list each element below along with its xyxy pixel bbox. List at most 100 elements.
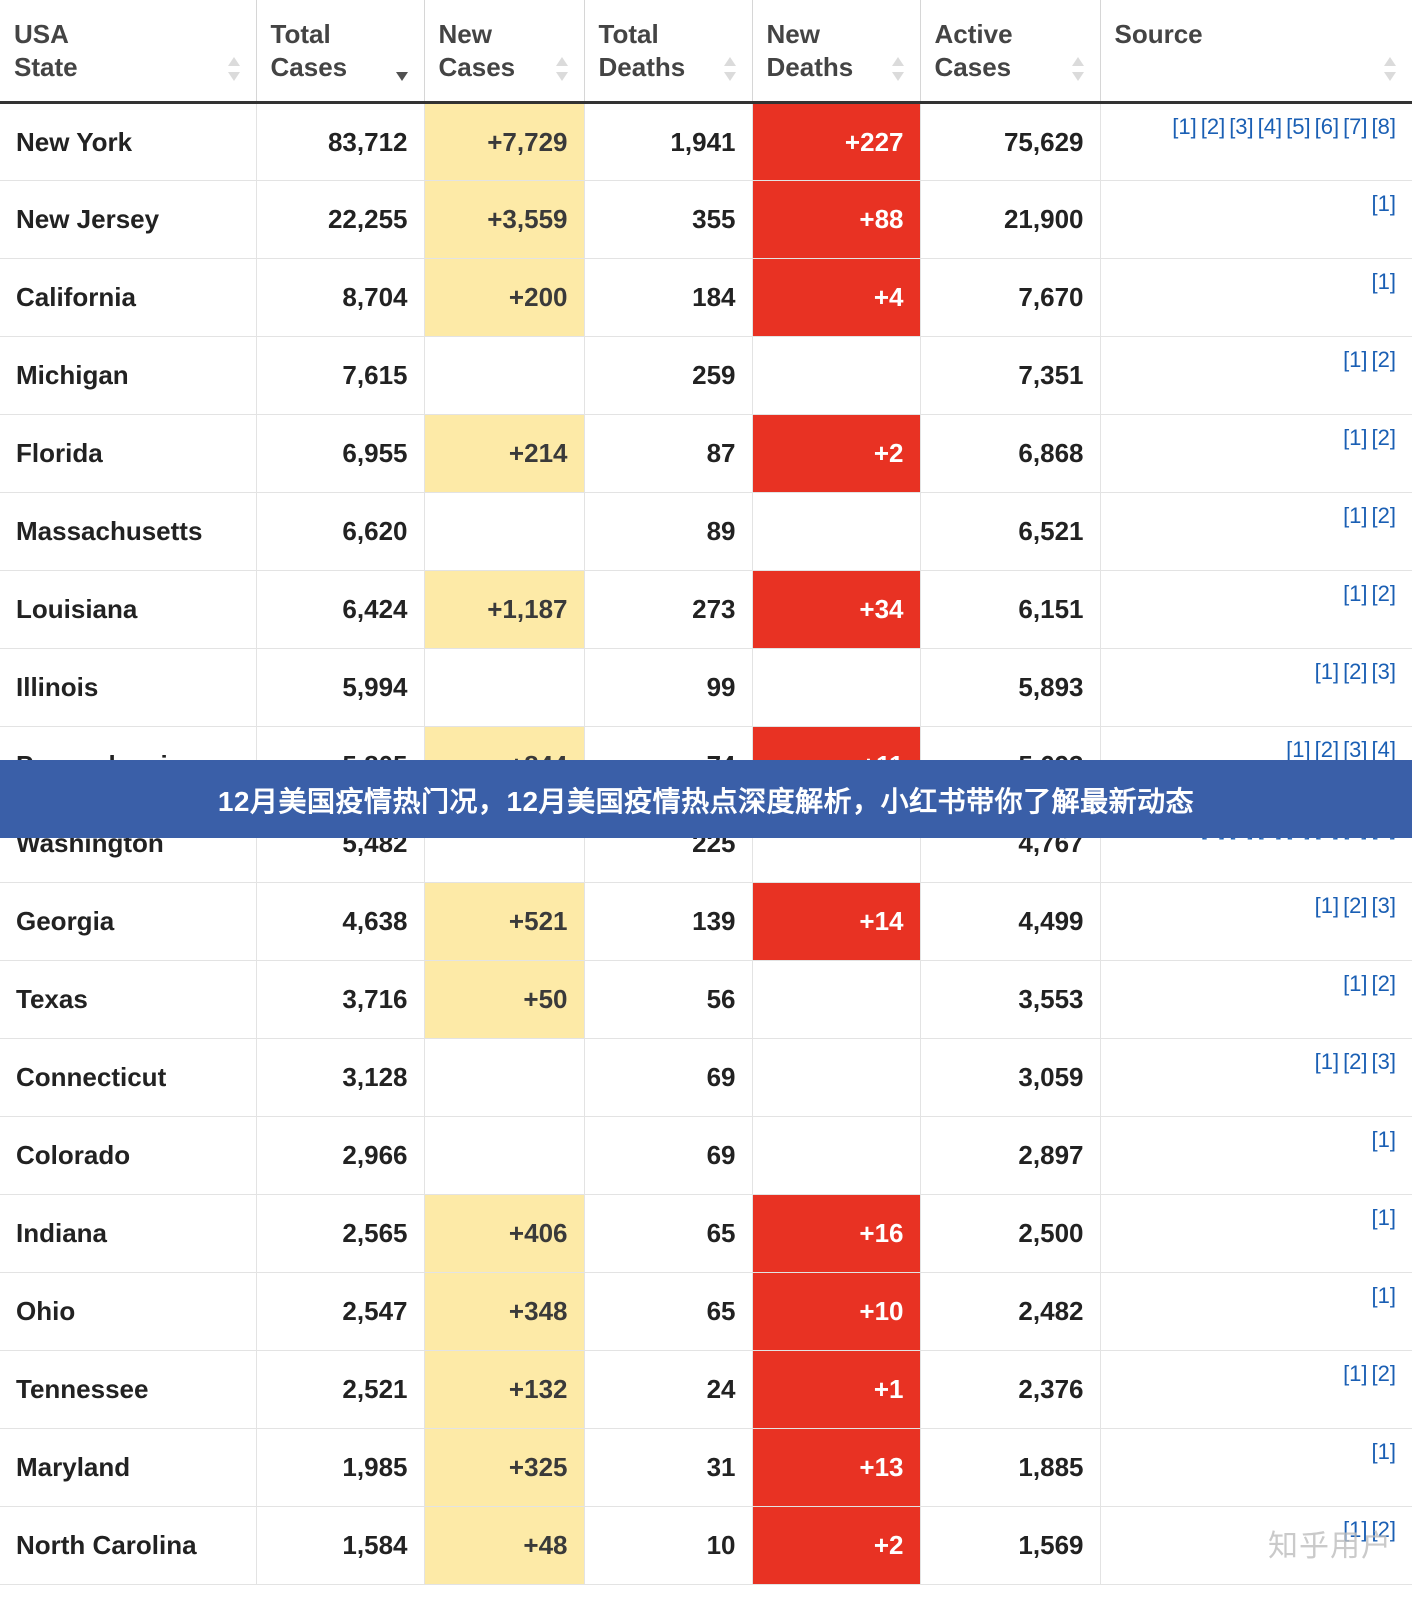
total-cases-value: 4,638 (257, 883, 424, 960)
new-deaths-value (753, 493, 920, 570)
table-row: Tennessee2,521+13224+12,376[1] [2] (0, 1351, 1412, 1429)
active-cases-value: 75,629 (921, 104, 1100, 180)
sort-icon[interactable] (1066, 55, 1090, 83)
source-link[interactable]: [2] (1372, 971, 1396, 997)
column-header[interactable]: USAState (0, 0, 256, 103)
total-cases-value: 7,615 (257, 337, 424, 414)
source-links: [1] [2] (1101, 337, 1412, 414)
total-cases-value: 6,955 (257, 415, 424, 492)
source-links: [1] [2] [3] (1101, 649, 1412, 726)
table-row: Texas3,716+50563,553[1] [2] (0, 961, 1412, 1039)
state-name: Maryland (0, 1429, 256, 1506)
source-link[interactable]: [1] (1372, 1127, 1396, 1153)
column-header[interactable]: TotalDeaths (584, 0, 752, 103)
total-cases-value: 2,521 (257, 1351, 424, 1428)
source-link[interactable]: [6] (1315, 114, 1339, 140)
sort-icon[interactable] (550, 55, 574, 83)
new-cases-value: +132 (425, 1351, 584, 1428)
source-links: [1] [2] (1101, 1507, 1412, 1584)
source-link[interactable]: [1] (1372, 269, 1396, 295)
active-cases-value: 3,553 (921, 961, 1100, 1038)
source-link[interactable]: [1] (1343, 425, 1367, 451)
new-cases-value: +7,729 (425, 104, 584, 180)
table-row: Colorado2,966692,897[1] (0, 1117, 1412, 1195)
source-link[interactable]: [3] (1229, 114, 1253, 140)
new-deaths-value: +16 (753, 1195, 920, 1272)
column-header[interactable]: ActiveCases (920, 0, 1100, 103)
total-cases-value: 6,424 (257, 571, 424, 648)
source-link[interactable]: [8] (1372, 114, 1396, 140)
total-cases-value: 8,704 (257, 259, 424, 336)
source-link[interactable]: [1] (1315, 893, 1339, 919)
new-cases-value: +521 (425, 883, 584, 960)
source-link[interactable]: [2] (1343, 893, 1367, 919)
source-link[interactable]: [1] (1343, 581, 1367, 607)
sort-icon[interactable] (390, 55, 414, 83)
sort-icon[interactable] (222, 55, 246, 83)
active-cases-value: 2,482 (921, 1273, 1100, 1350)
source-link[interactable]: [1] (1315, 1049, 1339, 1075)
state-name: New Jersey (0, 181, 256, 258)
state-name: Tennessee (0, 1351, 256, 1428)
active-cases-value: 2,376 (921, 1351, 1100, 1428)
sort-icon[interactable] (1378, 55, 1402, 83)
table-row: New York83,712+7,7291,941+22775,629[1] [… (0, 103, 1412, 181)
source-link[interactable]: [1] (1315, 659, 1339, 685)
source-link[interactable]: [2] (1372, 347, 1396, 373)
source-links: [1] [2] [3] (1101, 883, 1412, 960)
table-body: New York83,712+7,7291,941+22775,629[1] [… (0, 103, 1412, 1585)
source-link[interactable]: [3] (1372, 659, 1396, 685)
total-deaths-value: 56 (585, 961, 752, 1038)
state-name: North Carolina (0, 1507, 256, 1584)
sort-icon[interactable] (718, 55, 742, 83)
source-link[interactable]: [1] (1343, 503, 1367, 529)
new-deaths-value (753, 1039, 920, 1116)
new-deaths-value: +2 (753, 1507, 920, 1584)
source-link[interactable]: [2] (1372, 1361, 1396, 1387)
state-name: Florida (0, 415, 256, 492)
table-row: New Jersey22,255+3,559355+8821,900[1] (0, 181, 1412, 259)
source-link[interactable]: [4] (1258, 114, 1282, 140)
source-link[interactable]: [2] (1372, 1517, 1396, 1543)
source-link[interactable]: [2] (1372, 503, 1396, 529)
source-link[interactable]: [1] (1343, 1361, 1367, 1387)
source-link[interactable]: [7] (1343, 114, 1367, 140)
overlay-banner: 12月美国疫情热门况，12月美国疫情热点深度解析，小红书带你了解最新动态 (0, 760, 1412, 838)
new-deaths-value: +2 (753, 415, 920, 492)
total-deaths-value: 65 (585, 1195, 752, 1272)
source-link[interactable]: [1] (1343, 971, 1367, 997)
source-link[interactable]: [1] (1372, 1283, 1396, 1309)
active-cases-value: 3,059 (921, 1039, 1100, 1116)
source-link[interactable]: [1] (1343, 347, 1367, 373)
total-cases-value: 1,584 (257, 1507, 424, 1584)
source-link[interactable]: [2] (1372, 425, 1396, 451)
source-link[interactable]: [3] (1372, 893, 1396, 919)
source-link[interactable]: [1] (1172, 114, 1196, 140)
source-link[interactable]: [2] (1201, 114, 1225, 140)
source-link[interactable]: [2] (1372, 581, 1396, 607)
source-link[interactable]: [2] (1343, 1049, 1367, 1075)
column-header[interactable]: TotalCases (256, 0, 424, 103)
state-name: Connecticut (0, 1039, 256, 1116)
source-link[interactable]: [1] (1372, 1439, 1396, 1465)
source-link[interactable]: [3] (1372, 1049, 1396, 1075)
source-link[interactable]: [2] (1343, 659, 1367, 685)
new-deaths-value (753, 337, 920, 414)
source-link[interactable]: [1] (1372, 1205, 1396, 1231)
column-header[interactable]: Source (1100, 0, 1412, 103)
sort-icon[interactable] (886, 55, 910, 83)
new-deaths-value: +10 (753, 1273, 920, 1350)
source-link[interactable]: [1] (1372, 191, 1396, 217)
column-header-label: USAState (14, 18, 242, 83)
source-link[interactable]: [1] (1343, 1517, 1367, 1543)
new-cases-value: +348 (425, 1273, 584, 1350)
column-header[interactable]: NewCases (424, 0, 584, 103)
active-cases-value: 6,521 (921, 493, 1100, 570)
table-row: Georgia4,638+521139+144,499[1] [2] [3] (0, 883, 1412, 961)
source-links: [1] [2] (1101, 493, 1412, 570)
column-header[interactable]: NewDeaths (752, 0, 920, 103)
state-name: New York (0, 104, 256, 180)
active-cases-value: 6,868 (921, 415, 1100, 492)
source-link[interactable]: [5] (1286, 114, 1310, 140)
new-cases-value (425, 1039, 584, 1116)
